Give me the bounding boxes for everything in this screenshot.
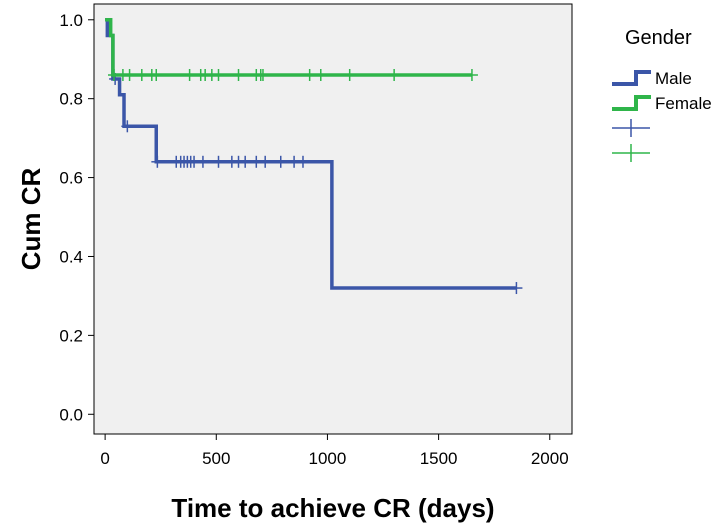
series-layer — [105, 18, 523, 295]
legend-line-male — [612, 70, 651, 86]
legend-label: Male — [655, 69, 692, 88]
y-axis: 0.0 0.2 0.4 0.6 0.8 1.0 — [59, 11, 94, 424]
y-axis-title: Cum CR — [16, 168, 46, 271]
x-tick-label: 1500 — [420, 449, 458, 468]
legend-label: Female — [655, 94, 712, 113]
legend: Gender Male Female — [612, 27, 712, 162]
x-axis: 0 500 1000 1500 2000 — [100, 434, 569, 468]
x-tick-label: 1000 — [309, 449, 347, 468]
y-tick-label: 0.6 — [59, 169, 83, 188]
legend-title: Gender — [625, 27, 692, 49]
y-tick-label: 0.8 — [59, 90, 83, 109]
y-tick-label: 0.4 — [59, 247, 83, 266]
x-axis-title: Time to achieve CR (days) — [171, 493, 494, 523]
y-tick-label: 0.2 — [59, 326, 83, 345]
x-tick-label: 0 — [100, 449, 109, 468]
series-line-female — [105, 18, 472, 77]
legend-line-female — [612, 95, 651, 111]
x-tick-label: 500 — [202, 449, 230, 468]
x-tick-label: 2000 — [531, 449, 569, 468]
y-tick-label: 1.0 — [59, 11, 83, 30]
y-tick-label: 0.0 — [59, 405, 83, 424]
